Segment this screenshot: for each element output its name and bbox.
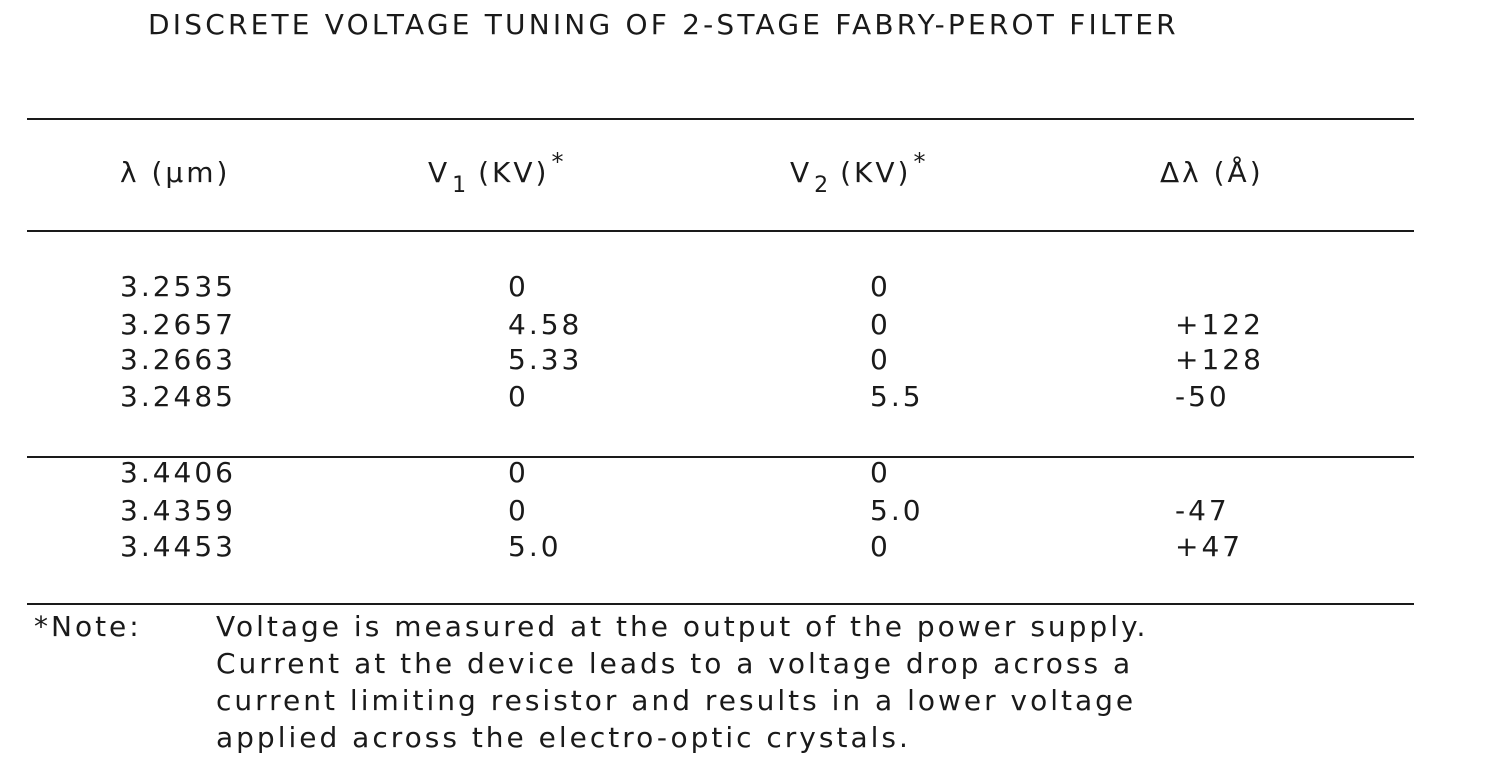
cell-v1: 5.33	[508, 343, 583, 376]
cell-lambda: 3.2485	[120, 380, 236, 413]
bottom-rule	[27, 603, 1414, 605]
cell-v2: 0	[870, 270, 891, 303]
cell-delta-lambda: +122	[1175, 308, 1264, 341]
cell-v1: 4.58	[508, 308, 583, 341]
header-v2: V2 (KV)*	[790, 148, 925, 198]
cell-v2: 0	[870, 456, 891, 489]
header-v1-main: V	[428, 156, 451, 189]
header-delta-lambda: Δλ (Å)	[1160, 156, 1264, 189]
header-v1-subscript: 1	[452, 173, 467, 198]
cell-v1: 0	[508, 270, 529, 303]
cell-v2: 5.5	[870, 380, 924, 413]
cell-lambda: 3.2657	[120, 308, 236, 341]
header-v2-subscript: 2	[814, 173, 829, 198]
cell-delta-lambda: +128	[1175, 343, 1264, 376]
group-divider-rule	[27, 456, 1414, 458]
cell-v1: 0	[508, 494, 529, 527]
top-rule	[27, 118, 1414, 120]
header-v2-main: V	[790, 156, 813, 189]
cell-lambda: 3.2663	[120, 343, 236, 376]
footnote-line: Current at the device leads to a voltage…	[216, 647, 1134, 680]
cell-delta-lambda: +47	[1175, 530, 1244, 563]
footnote-line: applied across the electro-optic crystal…	[216, 721, 911, 754]
cell-v1: 5.0	[508, 530, 562, 563]
cell-v2: 0	[870, 308, 891, 341]
footnote-line: current limiting resistor and results in…	[216, 684, 1137, 717]
header-rule	[27, 230, 1414, 232]
header-v2-asterisk: *	[913, 148, 926, 176]
footnote-line: Voltage is measured at the output of the…	[216, 610, 1149, 643]
header-lambda: λ (μm)	[120, 156, 231, 189]
footnote-label: *Note:	[34, 610, 142, 643]
cell-delta-lambda: -50	[1175, 380, 1230, 413]
cell-lambda: 3.2535	[120, 270, 236, 303]
header-v1-unit: (KV)	[478, 156, 550, 189]
cell-lambda: 3.4359	[120, 494, 236, 527]
header-v2-unit: (KV)	[840, 156, 912, 189]
cell-delta-lambda: -47	[1175, 494, 1230, 527]
cell-v1: 0	[508, 380, 529, 413]
header-v1: V1 (KV)*	[428, 148, 563, 198]
table-title: DISCRETE VOLTAGE TUNING OF 2-STAGE FABRY…	[148, 8, 1179, 41]
cell-v2: 0	[870, 530, 891, 563]
cell-v2: 0	[870, 343, 891, 376]
cell-lambda: 3.4406	[120, 456, 236, 489]
cell-lambda: 3.4453	[120, 530, 236, 563]
cell-v2: 5.0	[870, 494, 924, 527]
header-v1-asterisk: *	[551, 148, 564, 176]
cell-v1: 0	[508, 456, 529, 489]
